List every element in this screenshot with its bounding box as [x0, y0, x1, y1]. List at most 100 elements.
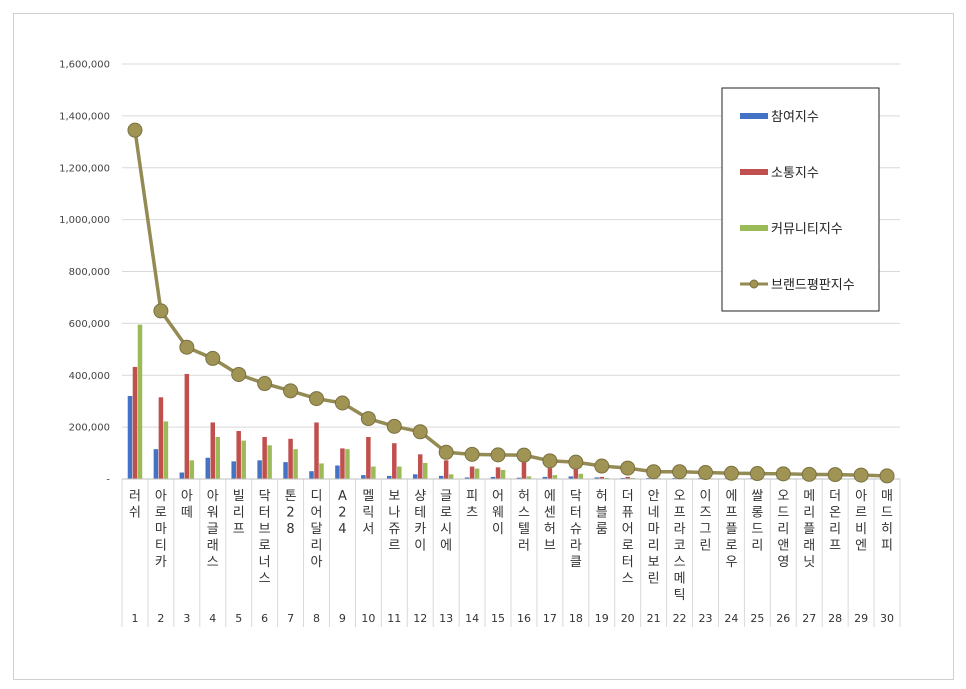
y-tick-label: 1,000,000	[59, 215, 110, 226]
y-tick-label: 1,400,000	[59, 111, 110, 122]
rank-label: 19	[595, 612, 609, 625]
rank-label: 12	[413, 612, 427, 625]
bar-1	[361, 475, 366, 479]
line-point	[309, 391, 324, 407]
line-point	[438, 444, 454, 460]
line-point	[620, 460, 636, 476]
line-point	[646, 464, 662, 480]
bar-2	[184, 373, 190, 479]
bar-1	[335, 465, 340, 479]
bar-3	[189, 460, 195, 479]
line-point	[853, 467, 869, 483]
bar-2	[314, 422, 319, 479]
bar-2	[443, 460, 449, 479]
line-point	[542, 453, 558, 469]
bar-2	[417, 454, 423, 479]
bar-3	[422, 462, 428, 479]
legend-swatch	[740, 113, 768, 119]
bar-2	[599, 476, 605, 479]
bar-1	[438, 475, 444, 479]
bar-2	[236, 431, 241, 479]
bar-1	[516, 477, 522, 479]
bar-2	[495, 467, 501, 479]
rank-label: 7	[287, 612, 294, 625]
bar-2	[625, 476, 630, 479]
bar-1	[542, 476, 548, 479]
bar-2	[158, 397, 164, 479]
legend-label: 참여지수	[771, 110, 819, 125]
line-point	[127, 122, 143, 138]
rank-label: 17	[543, 612, 557, 625]
line-point	[568, 454, 584, 470]
bar-3	[630, 477, 635, 479]
line-point	[205, 350, 221, 366]
rank-label: 2	[157, 612, 164, 625]
legend-swatch-marker	[749, 279, 759, 289]
line-point	[801, 466, 817, 482]
rank-label: 1	[131, 612, 138, 625]
rank-label: 9	[339, 612, 346, 625]
rank-label: 8	[313, 612, 320, 625]
rank-label: 30	[880, 612, 894, 625]
line-point	[723, 465, 739, 481]
bar-1	[179, 472, 185, 479]
bar-3	[371, 466, 376, 479]
line-point	[257, 376, 273, 392]
rank-label: 28	[828, 612, 842, 625]
legend-box	[721, 87, 880, 312]
rank-label: 11	[387, 612, 401, 625]
bar-1	[412, 474, 418, 479]
line-point	[827, 467, 843, 483]
rank-label: 16	[517, 612, 531, 625]
y-tick-label: 1,600,000	[59, 60, 110, 71]
rank-label: 14	[465, 612, 479, 625]
y-tick-label: 1,200,000	[59, 163, 110, 174]
bar-1	[594, 477, 600, 479]
bar-2	[132, 366, 138, 479]
legend-swatch	[740, 169, 768, 175]
legend-label: 브랜드평판지수	[771, 278, 855, 293]
bar-2	[288, 438, 293, 479]
line-point	[283, 383, 299, 399]
y-tick-label: 600,000	[69, 319, 110, 330]
line-point	[879, 468, 895, 484]
rank-label: 13	[439, 612, 453, 625]
bar-1	[646, 477, 651, 479]
bar-3	[397, 466, 402, 479]
bar-2	[366, 436, 371, 479]
bar-3	[345, 449, 350, 479]
y-tick-label: 800,000	[69, 267, 110, 278]
rank-label: 29	[854, 612, 868, 625]
bar-1	[464, 477, 470, 479]
rank-label: 3	[183, 612, 190, 625]
bar-3	[163, 421, 169, 479]
line-point	[334, 395, 350, 411]
rank-label: 22	[673, 612, 687, 625]
bar-1	[231, 461, 236, 479]
line-point	[775, 466, 791, 482]
line-point	[749, 466, 765, 482]
legend-label: 커뮤니티지수	[771, 222, 843, 237]
line-point	[412, 424, 428, 440]
bar-2	[547, 468, 553, 479]
bar-1	[490, 476, 496, 479]
line-point	[594, 458, 610, 474]
bar-2	[340, 448, 345, 479]
bar-1	[205, 457, 211, 479]
